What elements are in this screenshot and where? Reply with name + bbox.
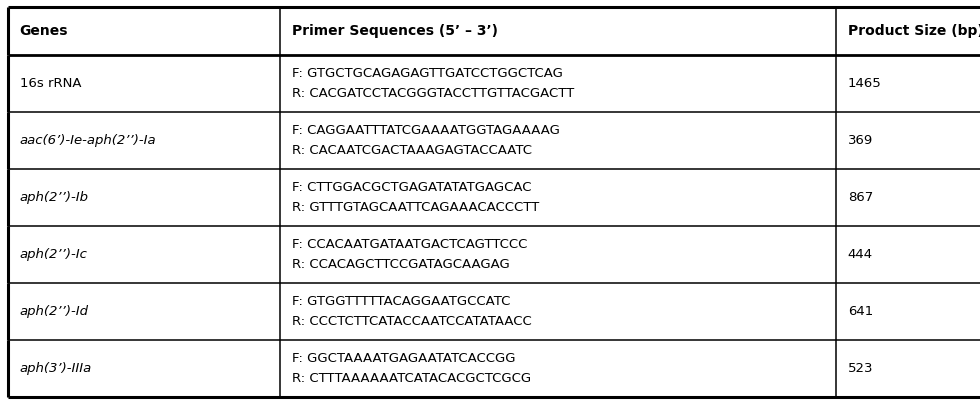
Text: F: CTTGGACGCTGAGATATATGAGCAC: F: CTTGGACGCTGAGATATATGAGCAC <box>292 181 531 194</box>
Text: F: GGCTAAAATGAGAATATCACCGG: F: GGCTAAAATGAGAATATCACCGG <box>292 352 515 365</box>
Text: 641: 641 <box>848 305 873 318</box>
Text: R: CACGATCCTACGGGTACCTTGTTACGACTT: R: CACGATCCTACGGGTACCTTGTTACGACTT <box>292 87 574 100</box>
Text: R: GTTTGTAGCAATTCAGAAACACCCTT: R: GTTTGTAGCAATTCAGAAACACCCTT <box>292 201 539 214</box>
Text: R: CACAATCGACTAAAGAGTACCAATC: R: CACAATCGACTAAAGAGTACCAATC <box>292 144 532 157</box>
Text: 523: 523 <box>848 362 873 375</box>
Text: F: CAGGAATTTATCGAAAATGGTAGAAAAG: F: CAGGAATTTATCGAAAATGGTAGAAAAG <box>292 124 560 137</box>
Text: R: CCACAGCTTCCGATAGCAAGAG: R: CCACAGCTTCCGATAGCAAGAG <box>292 258 510 271</box>
Text: aac(6’)-Ie-aph(2’’)-Ia: aac(6’)-Ie-aph(2’’)-Ia <box>20 134 156 147</box>
Text: Genes: Genes <box>20 24 68 38</box>
Text: aph(3’)-IIIa: aph(3’)-IIIa <box>20 362 92 375</box>
Text: 369: 369 <box>848 134 873 147</box>
Text: aph(2’’)-Ic: aph(2’’)-Ic <box>20 248 87 261</box>
Text: 867: 867 <box>848 191 873 204</box>
Text: aph(2’’)-Ib: aph(2’’)-Ib <box>20 191 88 204</box>
Text: 16s rRNA: 16s rRNA <box>20 78 81 91</box>
Text: aph(2’’)-Id: aph(2’’)-Id <box>20 305 88 318</box>
Text: F: GTGGTTTTTACAGGAATGCCATC: F: GTGGTTTTTACAGGAATGCCATC <box>292 295 511 308</box>
Text: R: CCCTCTTCATACCAATCCATATAACC: R: CCCTCTTCATACCAATCCATATAACC <box>292 315 532 328</box>
Text: F: GTGCTGCAGAGAGTTGATCCTGGCTCAG: F: GTGCTGCAGAGAGTTGATCCTGGCTCAG <box>292 67 563 80</box>
Text: 1465: 1465 <box>848 78 881 91</box>
Text: R: CTTTAAAAAATCATACACGCTCGCG: R: CTTTAAAAAATCATACACGCTCGCG <box>292 372 531 385</box>
Text: 444: 444 <box>848 248 873 261</box>
Text: Product Size (bp): Product Size (bp) <box>848 24 980 38</box>
Text: F: CCACAATGATAATGACTCAGTTCCC: F: CCACAATGATAATGACTCAGTTCCC <box>292 238 527 251</box>
Text: Primer Sequences (5’ – 3’): Primer Sequences (5’ – 3’) <box>292 24 498 38</box>
